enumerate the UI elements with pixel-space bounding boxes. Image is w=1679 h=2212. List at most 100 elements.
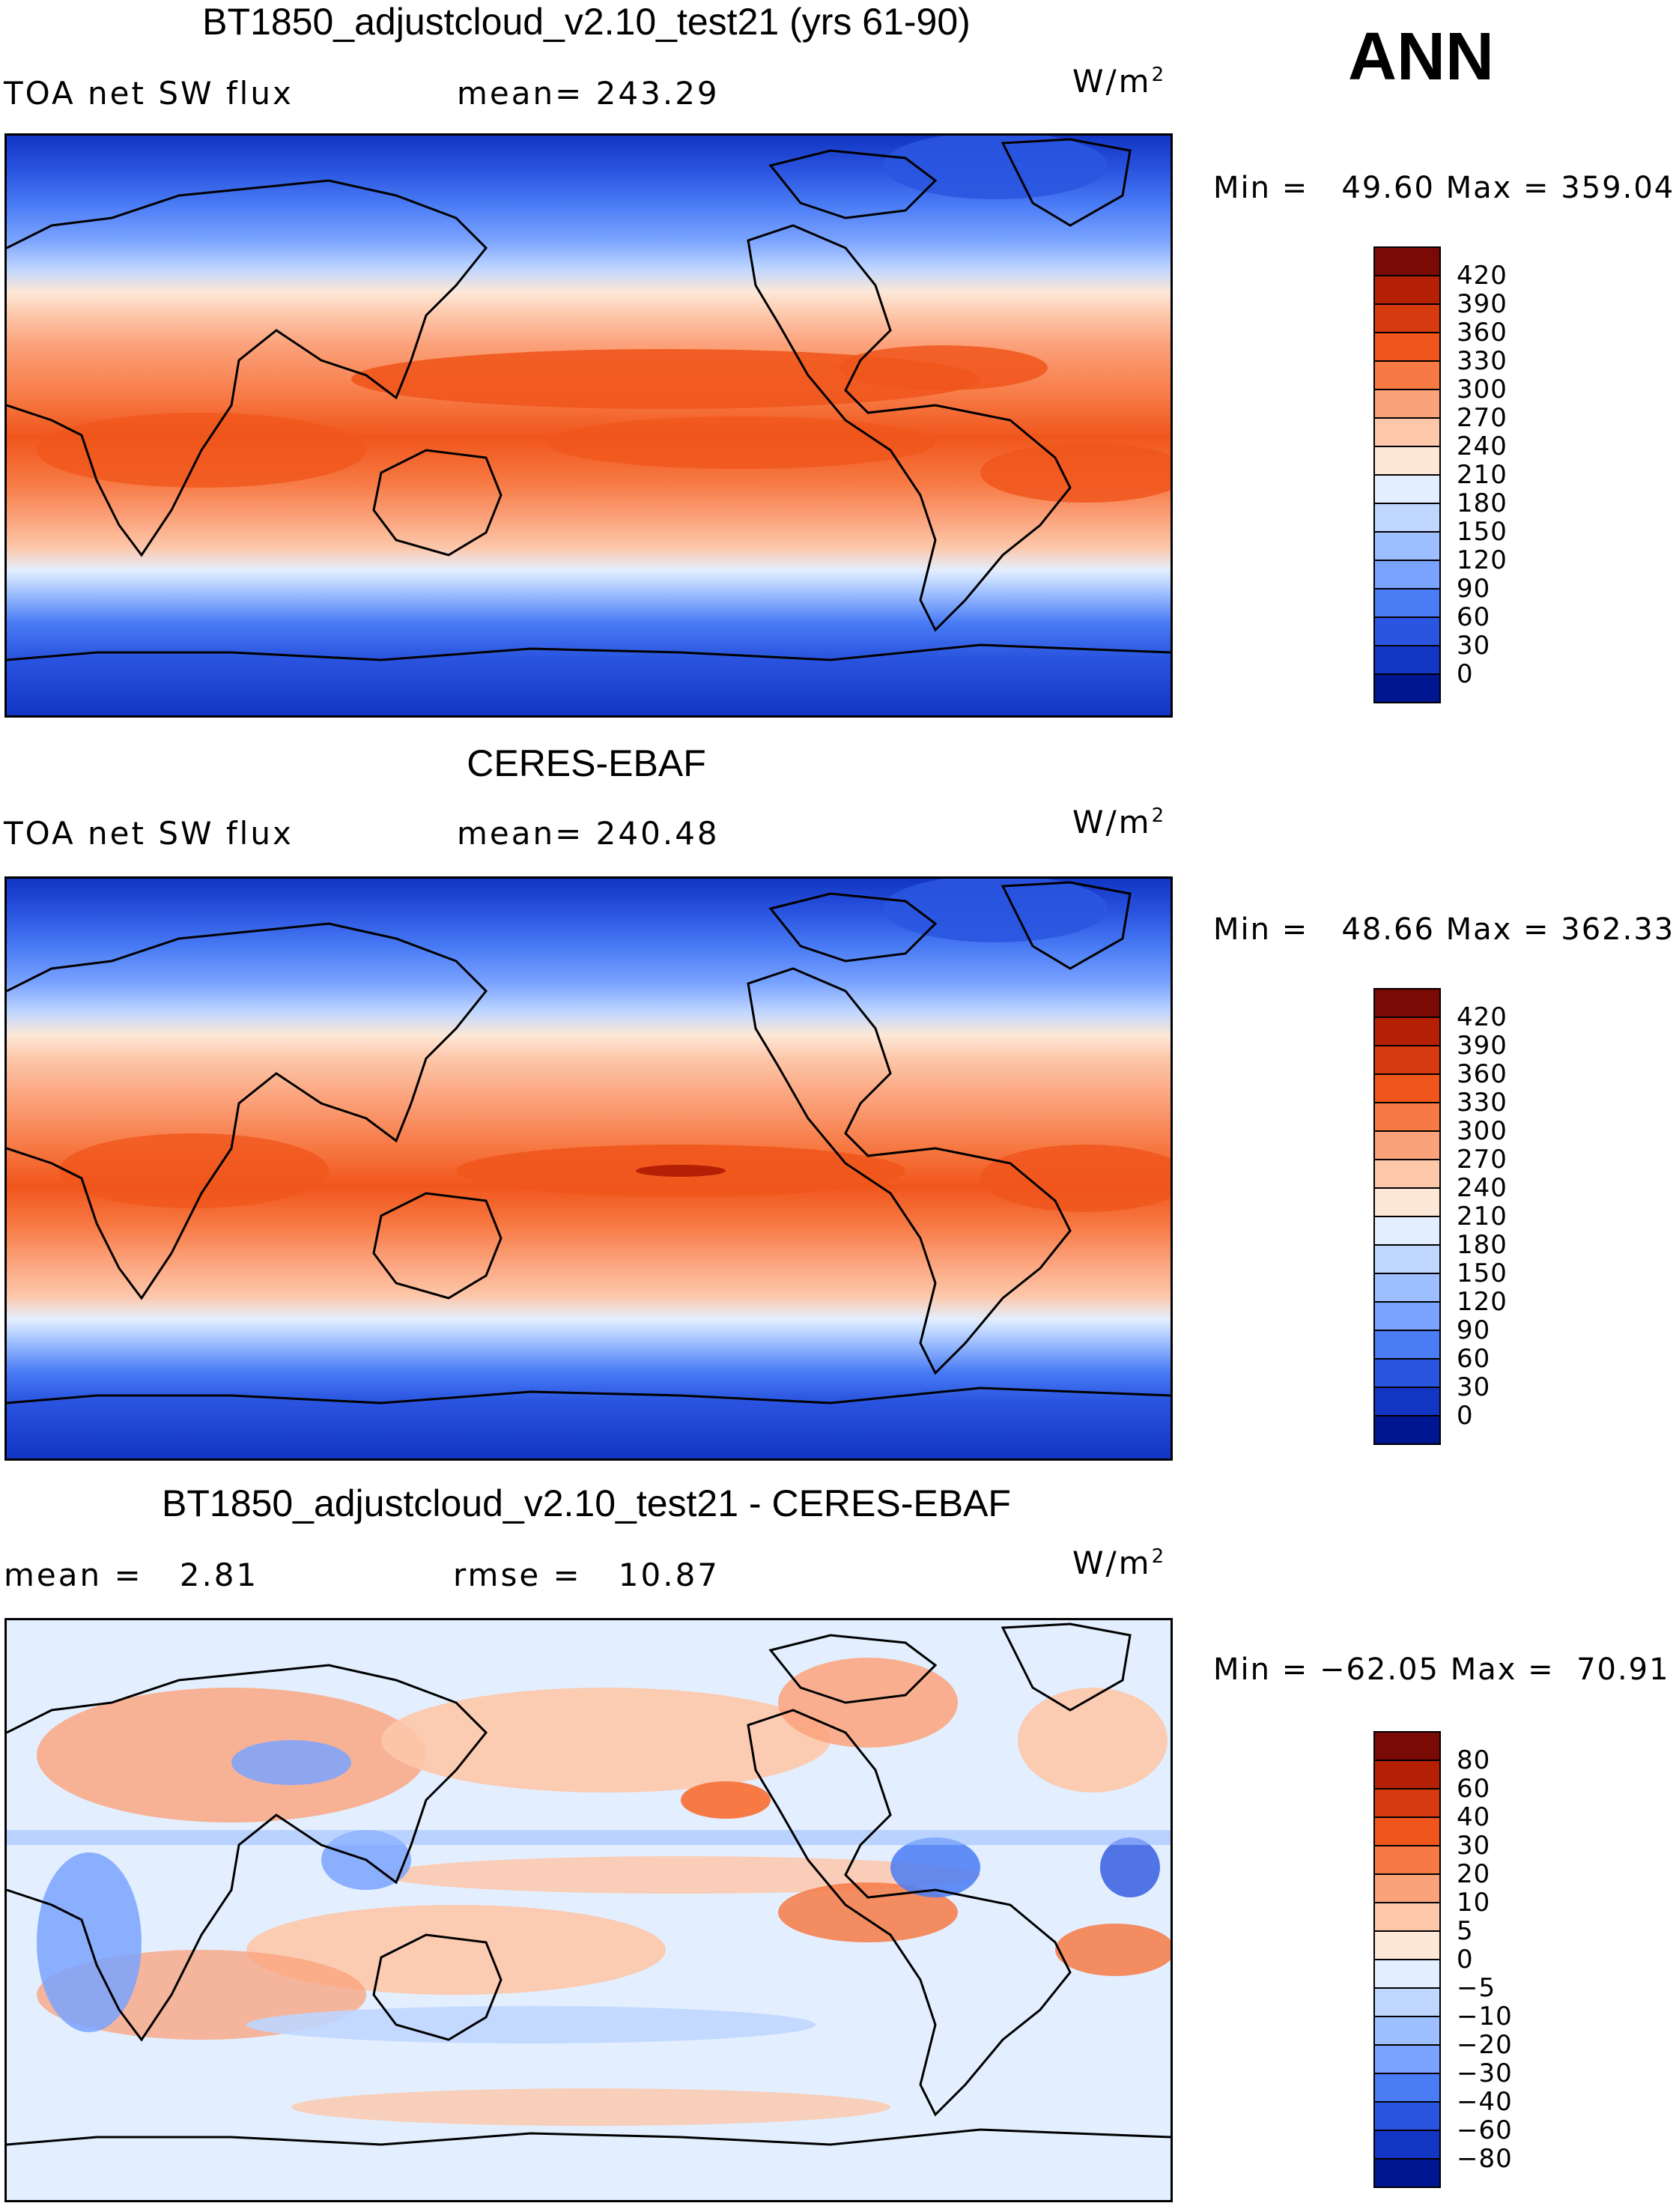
panel3-colorbar-tick-label: −40: [1457, 2087, 1513, 2117]
panel2-colorbar-swatch: [1373, 988, 1441, 1018]
panel1-units: W/m2: [1072, 63, 1165, 100]
panel3-map: [4, 1618, 1173, 2202]
panel1-minmax: Min = 49.60 Max = 359.04: [1213, 171, 1675, 205]
panel3-max-value: 70.91: [1576, 1652, 1670, 1687]
panel2-colorbar-tick-label: 0: [1457, 1401, 1474, 1431]
panel3-colorbar: [1373, 1731, 1441, 2188]
panel2-colorbar-swatch: [1373, 1102, 1441, 1132]
panel3-units: W/m2: [1072, 1545, 1165, 1581]
panel2-colorbar-tick-label: 180: [1457, 1230, 1508, 1260]
panel2-colorbar-tick-label: 300: [1457, 1116, 1508, 1146]
panel1-colorbar-swatch: [1373, 246, 1441, 276]
panel2-colorbar-swatch: [1373, 1273, 1441, 1303]
panel3-title: BT1850_adjustcloud_v2.10_test21 - CERES-…: [162, 1482, 1011, 1524]
panel1-colorbar-tick-label: 300: [1457, 375, 1508, 404]
panel3-colorbar-swatch: [1373, 1731, 1441, 1761]
panel3-colorbar-tick-label: −5: [1457, 1973, 1496, 2003]
panel1-colorbar-tick-label: 30: [1457, 631, 1491, 661]
panel1-colorbar-tick-label: 90: [1457, 574, 1491, 604]
panel3-mean-label: mean =: [4, 1557, 143, 1593]
panel3-rmse-value: 10.87: [618, 1557, 720, 1593]
panel3-colorbar-tick-label: 20: [1457, 1859, 1491, 1889]
panel1-colorbar-swatch: [1373, 303, 1441, 333]
panel3-colorbar-tick-label: −10: [1457, 2002, 1513, 2031]
panel3-colorbar-tick-label: 10: [1457, 1888, 1491, 1918]
panel3-colorbar-swatch: [1373, 1845, 1441, 1875]
panel1-colorbar-swatch: [1373, 531, 1441, 561]
panel2-colorbar-tick-label: 360: [1457, 1059, 1508, 1089]
panel1-colorbar-tick-label: 0: [1457, 659, 1474, 689]
panel1-colorbar-tick-label: 150: [1457, 517, 1508, 547]
panel3-colorbar-swatch: [1373, 1873, 1441, 1903]
panel2-colorbar-swatch: [1373, 1130, 1441, 1160]
panel1-max-value: 359.04: [1561, 171, 1675, 205]
panel3-colorbar-swatch: [1373, 2016, 1441, 2046]
panel2-colorbar-swatch: [1373, 1216, 1441, 1246]
panel3-colorbar-tick-label: 30: [1457, 1831, 1491, 1861]
panel2-mean-value: 240.48: [595, 815, 720, 852]
panel2-map: [4, 876, 1173, 1461]
panel3-colorbar-swatch: [1373, 1902, 1441, 1932]
panel2-colorbar-swatch: [1373, 1073, 1441, 1103]
panel3-colorbar-tick-label: 40: [1457, 1802, 1491, 1832]
panel1-mean-value: 243.29: [595, 75, 720, 112]
panel2-colorbar-swatch: [1373, 1159, 1441, 1189]
panel2-colorbar-swatch: [1373, 1387, 1441, 1416]
panel2-colorbar-tick-label: 210: [1457, 1202, 1508, 1231]
panel3-mean: mean = 2.81: [4, 1557, 258, 1593]
panel3-colorbar-tick-label: −30: [1457, 2058, 1513, 2088]
panel2-colorbar-swatch: [1373, 1187, 1441, 1217]
panel1-colorbar-swatch: [1373, 645, 1441, 675]
panel2-colorbar-tick-label: 120: [1457, 1287, 1508, 1317]
panel1-colorbar-tick-label: 120: [1457, 545, 1508, 575]
panel3-colorbar-tick-label: 80: [1457, 1745, 1491, 1775]
panel1-colorbar-swatch: [1373, 360, 1441, 390]
panel2-variable-label: TOA net SW flux: [4, 815, 294, 852]
panel3-colorbar-tick-label: −80: [1457, 2144, 1513, 2174]
panel2-max-value: 362.33: [1561, 912, 1675, 947]
panel3-colorbar-tick-label: 60: [1457, 1774, 1491, 1804]
panel1-colorbar-swatch: [1373, 446, 1441, 476]
panel1-mean: mean= 243.29: [457, 75, 720, 112]
panel2-colorbar-tick-label: 60: [1457, 1344, 1491, 1374]
panel2-colorbar-tick-label: 420: [1457, 1002, 1508, 1032]
panel3-rmse: rmse = 10.87: [453, 1557, 720, 1593]
panel2-mean: mean= 240.48: [457, 815, 720, 852]
panel3-colorbar-tick-label: 0: [1457, 1945, 1474, 1975]
panel2-mean-label: mean=: [457, 815, 584, 852]
panel3-colorbar-swatch: [1373, 1959, 1441, 1989]
panel1-colorbar-swatch: [1373, 389, 1441, 419]
panel1-colorbar-swatch: [1373, 616, 1441, 646]
panel2-colorbar-swatch: [1373, 1045, 1441, 1075]
panel1-colorbar-tick-label: 180: [1457, 488, 1508, 518]
panel3-colorbar-swatch: [1373, 2158, 1441, 2188]
panel2-colorbar-tick-label: 390: [1457, 1031, 1508, 1061]
panel1-title: BT1850_adjustcloud_v2.10_test21 (yrs 61-…: [202, 1, 971, 43]
panel1-mean-label: mean=: [457, 75, 584, 112]
panel1-colorbar-tick-label: 330: [1457, 346, 1508, 376]
panel2-colorbar-tick-label: 30: [1457, 1372, 1491, 1402]
panel1-variable-label: TOA net SW flux: [4, 75, 294, 112]
panel1-colorbar-tick-label: 420: [1457, 261, 1508, 291]
panel2-units: W/m2: [1072, 804, 1165, 840]
panel2-colorbar-swatch: [1373, 1330, 1441, 1360]
panel2-minmax: Min = 48.66 Max = 362.33: [1213, 912, 1675, 947]
panel2-colorbar: [1373, 988, 1441, 1445]
panel2-colorbar-tick-label: 90: [1457, 1315, 1491, 1345]
panel3-colorbar-swatch: [1373, 1930, 1441, 1960]
panel3-colorbar-swatch: [1373, 1760, 1441, 1790]
panel3-rmse-label: rmse =: [453, 1557, 582, 1593]
panel2-colorbar-swatch: [1373, 1415, 1441, 1445]
panel1-colorbar-swatch: [1373, 673, 1441, 703]
panel2-colorbar-tick-label: 330: [1457, 1088, 1508, 1118]
panel1-colorbar-tick-label: 60: [1457, 602, 1491, 632]
panel1-colorbar-tick-label: 210: [1457, 460, 1508, 490]
panel3-colorbar-swatch: [1373, 1987, 1441, 2017]
panel2-colorbar-swatch: [1373, 1358, 1441, 1388]
panel1-colorbar-swatch: [1373, 417, 1441, 447]
panel1-map: [4, 133, 1173, 718]
panel3-mean-value: 2.81: [179, 1557, 259, 1593]
panel1-colorbar-tick-label: 390: [1457, 289, 1508, 319]
panel1-colorbar-tick-label: 270: [1457, 403, 1508, 433]
panel3-colorbar-swatch: [1373, 2101, 1441, 2131]
